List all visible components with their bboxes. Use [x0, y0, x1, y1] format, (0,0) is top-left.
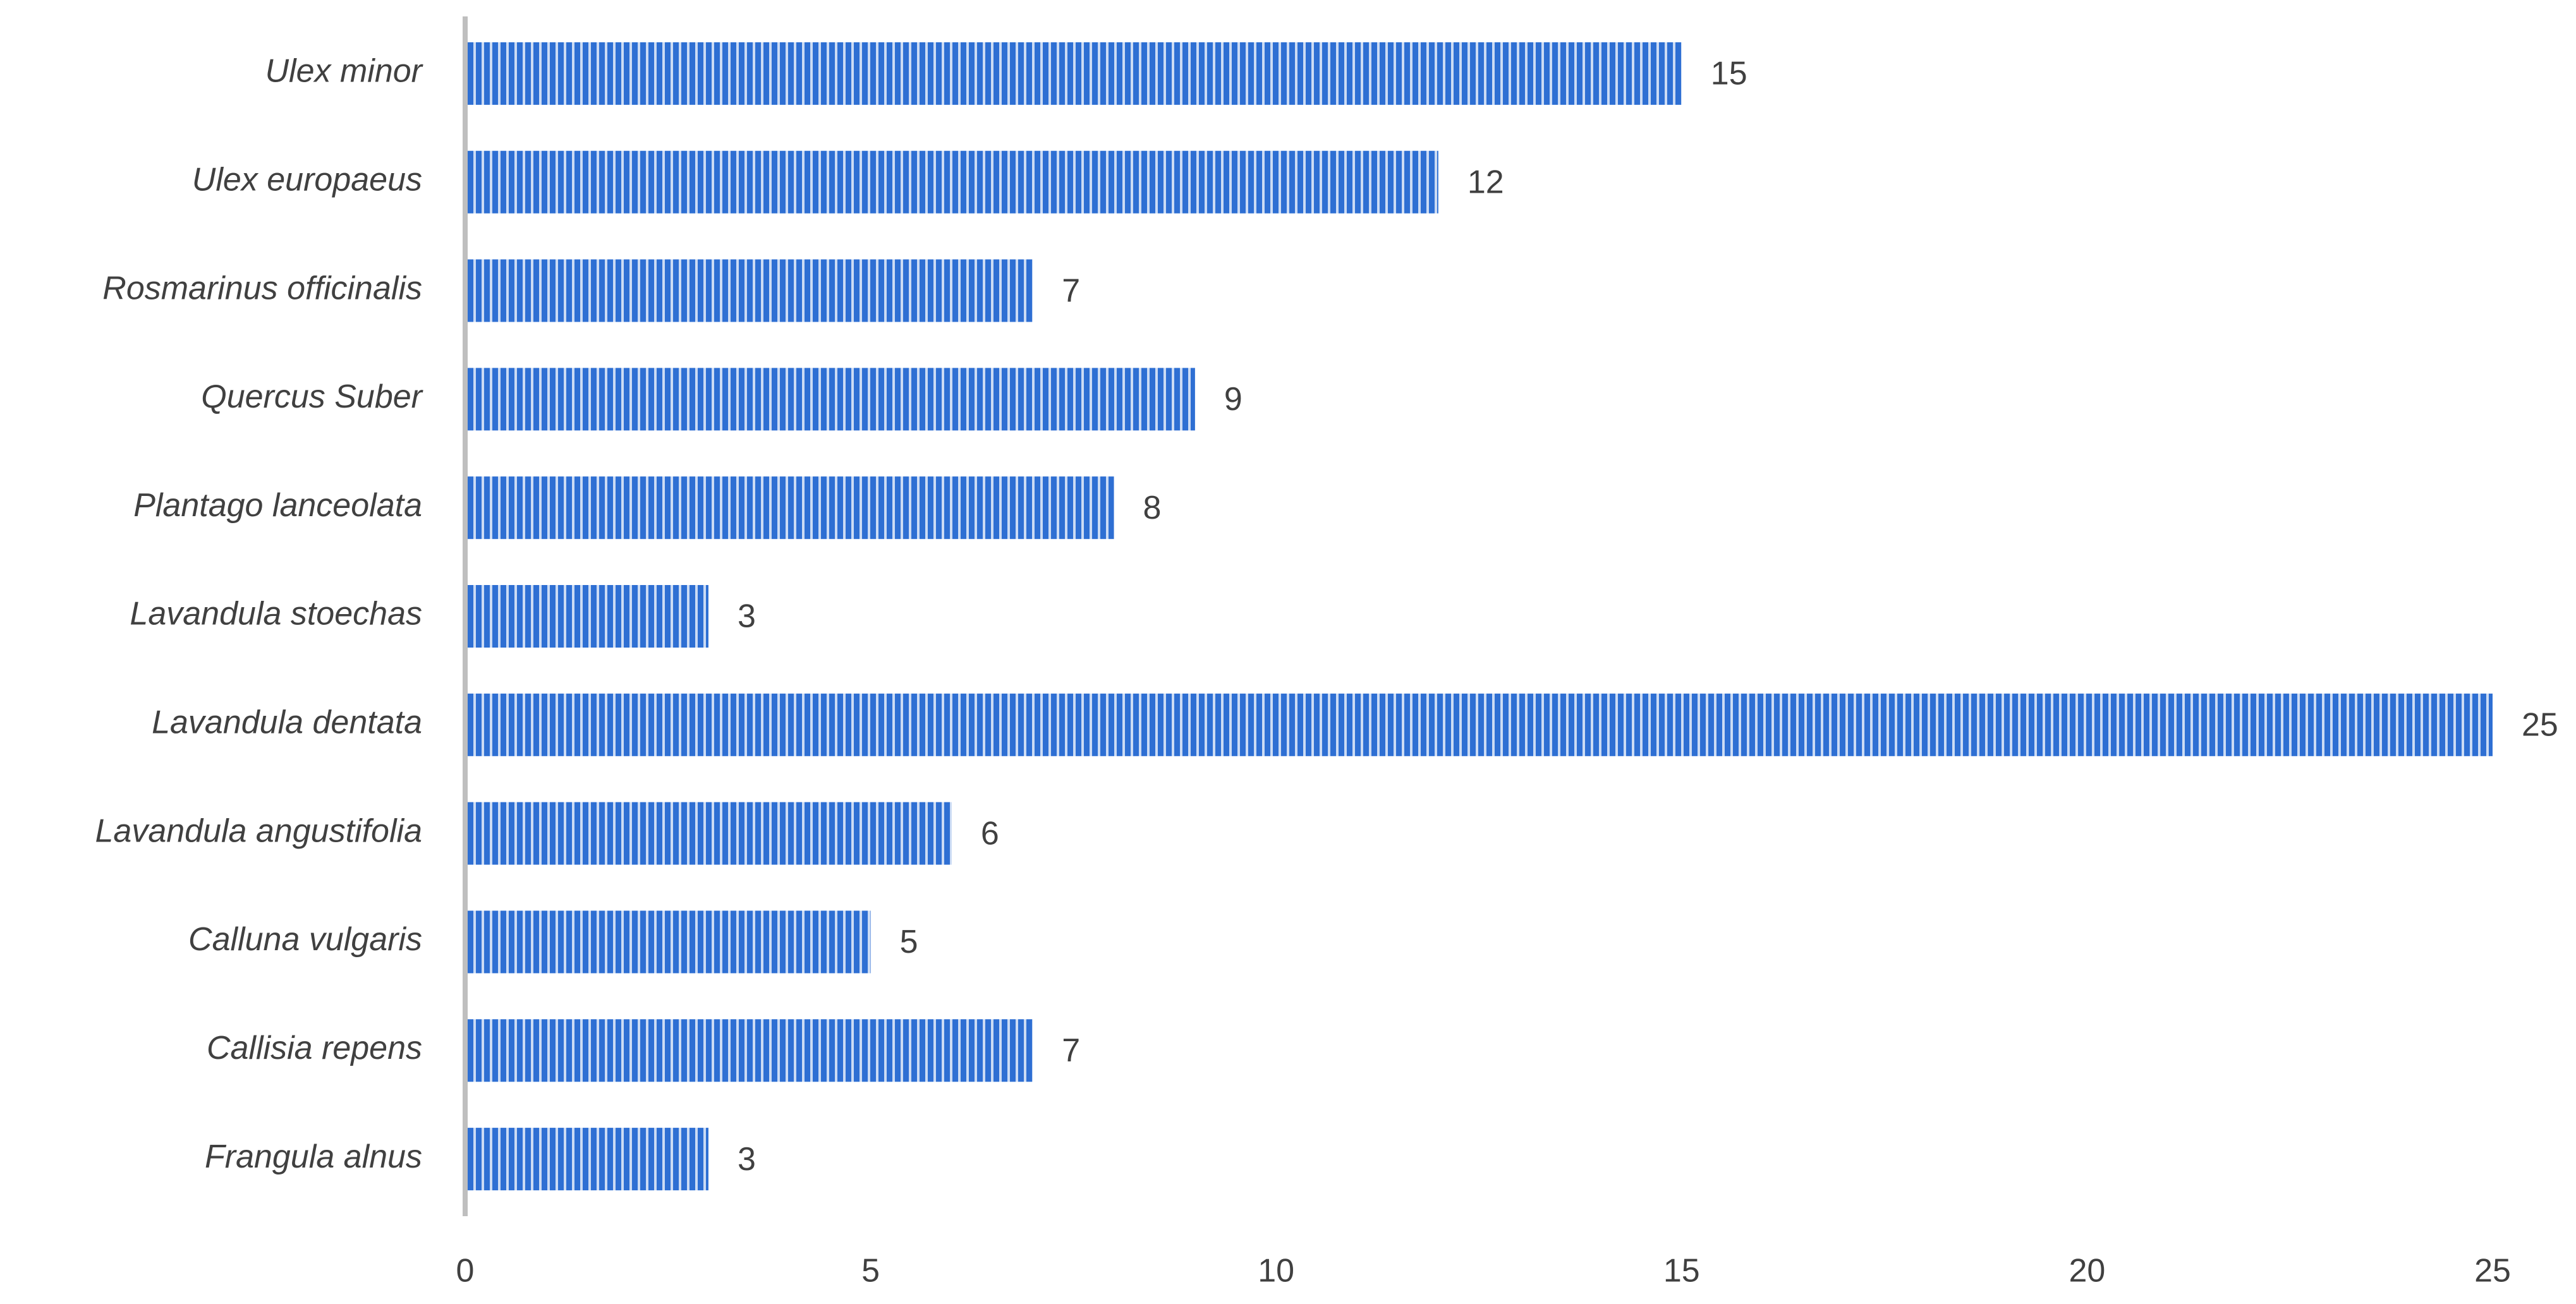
bar [465, 1128, 708, 1191]
x-tick-label: 20 [2069, 1253, 2105, 1289]
y-tick-label: Ulex europaeus [192, 161, 422, 198]
y-tick-label: Lavandula stoechas [130, 596, 422, 632]
bar [465, 476, 1114, 540]
value-label: 25 [2522, 707, 2558, 744]
value-label: 3 [738, 598, 756, 635]
y-tick-label: Quercus Suber [201, 378, 423, 415]
bar [465, 802, 952, 865]
bar [465, 150, 1438, 214]
y-tick-label: Calluna vulgaris [188, 921, 422, 958]
y-tick-label: Lavandula angustifolia [95, 812, 422, 849]
bar [465, 42, 1682, 105]
bar [465, 368, 1195, 431]
bar [465, 693, 2493, 756]
y-tick-label: Frangula alnus [205, 1138, 422, 1175]
value-label: 5 [900, 924, 918, 960]
bar [465, 910, 871, 974]
y-tick-label: Rosmarinus officinalis [102, 270, 422, 306]
bar [465, 1019, 1033, 1082]
x-tick-label: 10 [1258, 1253, 1294, 1289]
bar [465, 259, 1033, 322]
x-tick-label: 0 [456, 1253, 475, 1289]
bar [465, 585, 708, 648]
value-label: 15 [1711, 56, 1747, 92]
y-tick-label: Plantago lanceolata [133, 487, 422, 524]
value-label: 3 [738, 1141, 756, 1178]
y-tick-label: Lavandula dentata [152, 704, 422, 741]
value-label: 12 [1467, 164, 1504, 200]
value-label: 8 [1143, 490, 1162, 526]
value-label: 6 [981, 815, 999, 852]
y-tick-label: Callisia repens [207, 1030, 422, 1066]
value-label: 7 [1062, 1032, 1080, 1069]
value-label: 7 [1062, 272, 1080, 309]
x-tick-label: 15 [1663, 1253, 1700, 1289]
x-tick-label: 5 [861, 1253, 880, 1289]
x-tick-label: 25 [2474, 1253, 2511, 1289]
value-label: 9 [1224, 381, 1242, 418]
y-tick-label: Ulex minor [265, 53, 424, 90]
